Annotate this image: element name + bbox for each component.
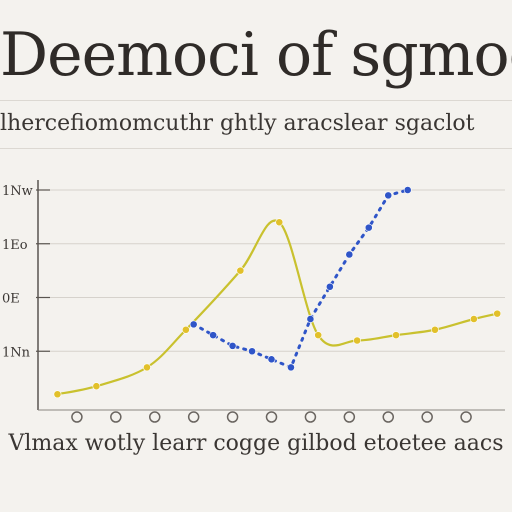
series-1-point [236,266,245,275]
series-1-point [53,390,62,399]
series-1-point [493,309,502,318]
grid-lines [38,189,505,352]
y-tick-label: 1Nw [2,184,33,199]
x-tick-mark [304,411,317,423]
series-2-point [189,320,198,329]
x-ticks [71,411,472,423]
series-2-point [267,355,276,364]
chart-title: Deemoci of sgmoglhli [0,20,512,90]
series-2-point [209,331,218,340]
series-2-point [403,186,412,194]
chart-subtitle: lhercefiomomcuthr ghtly aracslear sgaclo… [0,111,475,136]
x-tick-mark [187,411,200,423]
series-1-point [392,331,400,340]
x-tick-mark [110,411,122,423]
series-2-point [384,191,393,200]
series-2-point [306,315,315,323]
series-1-point [469,315,478,323]
series-1-point [92,382,101,391]
x-tick-mark [343,411,356,423]
series-2-point [228,341,237,350]
series-layer [53,186,502,399]
y-tick-label: 1Nn [2,345,31,360]
x-tick-mark [421,411,433,423]
x-tick-mark [460,411,472,423]
series-1-line [57,219,498,396]
series-1-point [314,331,323,340]
x-axis-label: Vlmax wotly learr cogge gilbod etoetee a… [8,431,504,456]
series-2-point [287,363,295,372]
series-1-point [353,336,362,345]
y-tick-labels: 1Nw 1Eo 0E 1Nn [2,184,50,360]
series-1-point [431,325,439,334]
series-1-point [275,218,284,227]
x-tick-mark [149,411,161,423]
x-tick-mark [71,411,83,423]
axes [37,180,505,411]
title-divider [0,100,512,101]
x-tick-mark [265,411,278,423]
series-2-point [345,250,354,259]
y-tick-label: 0E [2,292,20,307]
x-tick-mark [226,411,239,423]
subtitle-divider [0,148,512,149]
series-2-point [325,282,334,291]
series-2-point [364,223,373,232]
series-1-point [181,325,190,334]
series-1-point [143,363,151,372]
y-tick-label: 1Eo [2,238,28,253]
x-tick-mark [382,411,394,423]
series-2-point [248,347,256,356]
